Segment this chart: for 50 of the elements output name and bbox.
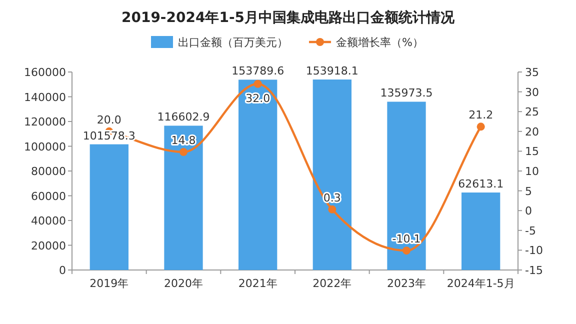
y-tick-label: 80000 (31, 165, 66, 178)
bar (90, 144, 128, 270)
bar (387, 102, 426, 270)
y2-tick-label: 30 (525, 86, 539, 99)
y-tick-label: 20000 (31, 239, 66, 252)
y2-tick-label: 0 (525, 204, 532, 218)
legend-label: 金额增长率（%） (336, 36, 424, 49)
point (476, 122, 485, 131)
y2-tick-label: 5 (525, 184, 532, 198)
chart-title: 2019-2024年1-5月中国集成电路出口金额统计情况 (121, 9, 456, 26)
data-label: 21.2 (468, 108, 494, 122)
data-label: 116602.9 (157, 110, 210, 124)
y2-tick-label: 10 (525, 165, 539, 178)
point (180, 148, 188, 156)
y-tick-label: 40000 (31, 214, 66, 228)
y2-tick-label: 20 (525, 125, 539, 138)
x-tick-label: 2019年 (90, 277, 129, 290)
point (328, 205, 336, 214)
y-tick-label: 160000 (24, 66, 66, 79)
y-tick-label: 140000 (24, 90, 66, 104)
data-label: 153789.6 (232, 64, 284, 78)
x-tick-label: 2022年 (312, 277, 352, 290)
y2-tick-label: -5 (525, 224, 536, 238)
data-label: 20.0 (96, 113, 122, 126)
data-label: 14.8 (171, 134, 196, 147)
data-label: -10.1 (392, 232, 421, 246)
y2-tick-label: 35 (525, 66, 539, 79)
bar (462, 192, 500, 270)
x-tick-label: 2020年 (164, 277, 203, 290)
data-label: 62613.1 (458, 178, 504, 191)
bar (238, 80, 278, 270)
data-label: 135973.5 (380, 86, 433, 100)
x-tick-label: 2024年1-5月 (446, 277, 515, 290)
y-tick-label: 120000 (24, 116, 66, 128)
point (254, 80, 262, 88)
y-tick-label: 0 (59, 264, 66, 277)
y2-tick-label: -10 (525, 244, 543, 258)
y2-tick-label: -15 (525, 264, 543, 277)
data-label: 153918.1 (306, 64, 358, 78)
data-label: 32.0 (246, 92, 270, 105)
y-tick-label: 60000 (31, 190, 66, 203)
bar (312, 80, 352, 270)
y2-tick-label: 15 (525, 145, 539, 158)
y-tick-label: 100000 (24, 140, 66, 154)
bar (164, 126, 203, 270)
x-tick-label: 2023年 (387, 277, 426, 290)
x-tick-label: 2021年 (238, 277, 278, 290)
y2-tick-label: 25 (525, 106, 539, 119)
legend-label: 出口金额（百万美元） (178, 36, 288, 49)
point (402, 246, 410, 255)
